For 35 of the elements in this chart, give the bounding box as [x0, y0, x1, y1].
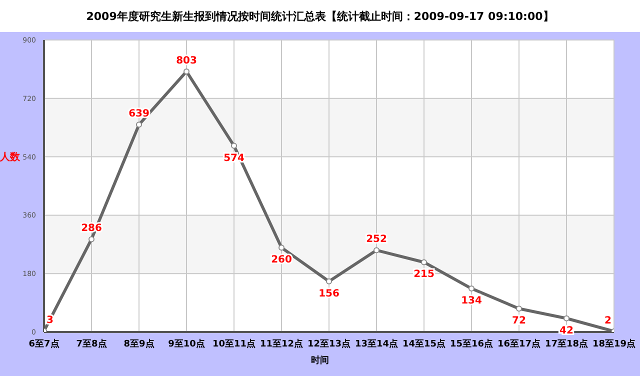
x-tick-label: 17至18点: [544, 338, 588, 350]
point: [374, 247, 380, 254]
y-axis-title: 人数: [0, 150, 21, 164]
chart-title: 2009年度研究生新生报到情况按时间统计汇总表【统计截止时间：2009-09-17 09:10:00】: [0, 0, 640, 32]
x-tick-label: 13至14点: [354, 338, 398, 350]
point: [326, 278, 332, 284]
x-tick-label: 15至16点: [450, 338, 494, 350]
point: [516, 306, 522, 312]
point: [136, 122, 142, 128]
x-tick-label: 16至17点: [497, 338, 541, 350]
data-label: 260: [271, 254, 292, 266]
x-tick-label: 8至9点: [124, 338, 154, 350]
data-label: 252: [366, 234, 387, 246]
x-tick-label: 18至19点: [592, 338, 636, 350]
x-tick-label: 14至15点: [402, 338, 446, 350]
point: [421, 259, 427, 266]
point: [468, 286, 474, 292]
point: [184, 68, 190, 74]
data-label: 72: [512, 316, 526, 327]
point: [88, 236, 94, 242]
x-tick-label: 10至11点: [212, 338, 256, 350]
x-tick-label: 9至10点: [168, 338, 205, 350]
data-label: 803: [176, 55, 197, 66]
data-label: 156: [318, 288, 340, 300]
x-tick-label: 12至13点: [307, 338, 351, 350]
point: [564, 315, 570, 322]
x-axis-title: 时间: [310, 354, 330, 367]
point: [231, 142, 237, 149]
data-label: 215: [414, 269, 434, 280]
x-tick-label: 6至7点: [28, 338, 60, 350]
x-tick-label: 7至8点: [76, 338, 107, 350]
data-label: 134: [461, 296, 482, 307]
data-label: 2: [604, 315, 612, 326]
point: [278, 244, 284, 251]
x-tick-label: 11至12点: [260, 338, 304, 350]
